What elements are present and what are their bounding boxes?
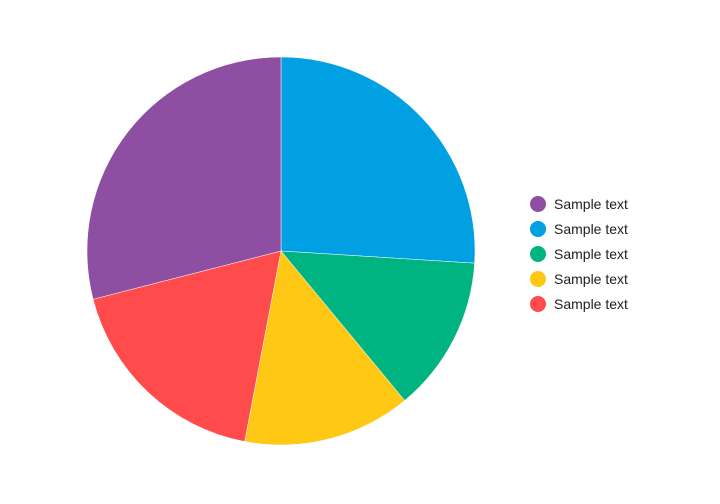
legend-label-3: Sample text bbox=[554, 245, 628, 262]
legend-swatch-3 bbox=[530, 245, 546, 262]
legend-swatch-5 bbox=[530, 295, 546, 312]
legend: Sample text Sample text Sample text Sample … bbox=[530, 191, 628, 316]
pie-slice-3[interactable] bbox=[280, 250, 475, 401]
legend-label-5: Sample text bbox=[554, 295, 628, 312]
legend-item-1[interactable]: Sample text bbox=[530, 191, 628, 216]
legend-swatch-2 bbox=[530, 220, 546, 237]
pie-slice-2[interactable] bbox=[280, 56, 476, 264]
pie-slice-5[interactable] bbox=[92, 250, 282, 442]
legend-item-3[interactable]: Sample text bbox=[530, 241, 628, 266]
legend-label-2: Sample text bbox=[554, 220, 628, 237]
pie-slice-1[interactable] bbox=[86, 56, 282, 300]
legend-label-4: Sample text bbox=[554, 270, 628, 287]
pie-slice-4[interactable] bbox=[244, 250, 406, 446]
legend-swatch-1 bbox=[530, 195, 546, 212]
legend-item-4[interactable]: Sample text bbox=[530, 266, 628, 291]
legend-item-5[interactable]: Sample text bbox=[530, 291, 628, 316]
legend-item-2[interactable]: Sample text bbox=[530, 216, 628, 241]
legend-swatch-4 bbox=[530, 270, 546, 287]
legend-label-1: Sample text bbox=[554, 195, 628, 212]
